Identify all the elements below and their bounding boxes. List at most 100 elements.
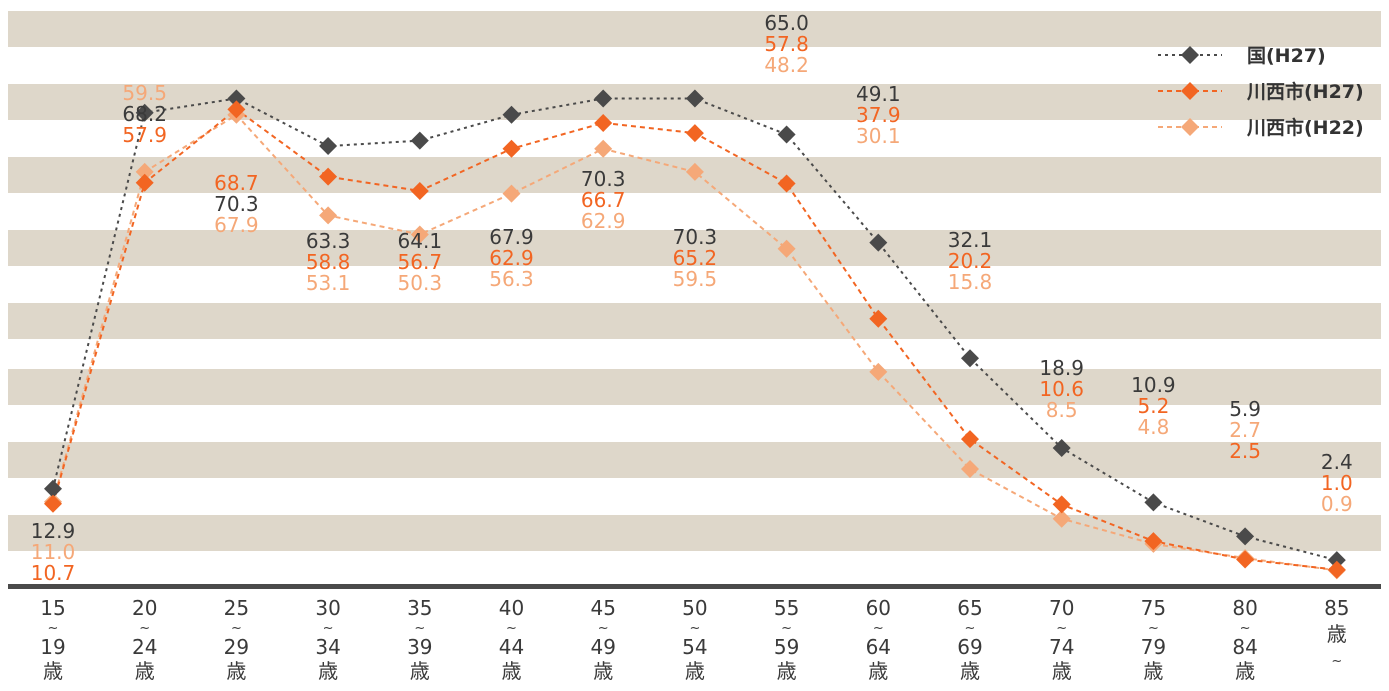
x-tick-label-part: ~ xyxy=(965,621,976,636)
data-label: 56.7 xyxy=(398,250,443,274)
data-label: 64.1 xyxy=(398,229,443,253)
data-label: 59.5 xyxy=(122,81,167,105)
data-point-marker xyxy=(319,137,338,156)
x-tick-label-part: 歳 xyxy=(593,659,613,683)
data-label: 68.2 xyxy=(122,102,167,126)
legend-label: 国(H27) xyxy=(1247,45,1326,67)
data-point-marker xyxy=(869,309,888,328)
data-label-group: 70.366.762.9 xyxy=(581,167,626,233)
x-tick-label: 40~44歳 xyxy=(499,596,524,683)
x-tick-label-part: 20 xyxy=(132,596,157,620)
data-label: 56.3 xyxy=(489,267,534,291)
data-point-marker xyxy=(777,125,796,144)
x-tick-label-part: 歳 xyxy=(502,659,522,683)
x-tick-label-part: 54 xyxy=(682,635,707,659)
data-label: 4.8 xyxy=(1137,415,1169,439)
x-tick-label-part: ~ xyxy=(323,621,334,636)
data-point-marker xyxy=(1052,438,1071,457)
x-tick-label-part: 歳 xyxy=(318,659,338,683)
data-label: 2.5 xyxy=(1229,439,1261,463)
x-tick-label-part: 55 xyxy=(774,596,799,620)
data-label: 37.9 xyxy=(856,103,901,127)
x-tick-label-part: 歳 xyxy=(868,659,888,683)
x-tick-label-part: 25 xyxy=(224,596,249,620)
data-label-group: 67.962.956.3 xyxy=(489,225,534,291)
data-point-marker xyxy=(869,233,888,252)
legend-marker xyxy=(1181,118,1199,136)
background-band xyxy=(8,11,1381,47)
data-point-marker xyxy=(685,162,704,181)
data-label-group: 2.41.00.9 xyxy=(1321,450,1353,516)
x-tick-label-part: 40 xyxy=(499,596,524,620)
data-label: 5.2 xyxy=(1137,394,1169,418)
x-tick-label-part: 75 xyxy=(1141,596,1166,620)
x-tick-label-part: 64 xyxy=(866,635,891,659)
x-tick-label-part: ~ xyxy=(506,621,517,636)
x-tick-label-part: 49 xyxy=(590,635,615,659)
data-point-marker xyxy=(961,349,979,368)
background-band xyxy=(8,442,1381,478)
data-label-group: 63.358.853.1 xyxy=(306,229,351,295)
data-label: 68.7 xyxy=(214,171,259,195)
x-tick-label-part: 74 xyxy=(1049,635,1074,659)
data-label: 70.3 xyxy=(673,225,718,249)
x-tick-label-part: 70 xyxy=(1049,596,1074,620)
x-tick-label-part: 30 xyxy=(315,596,340,620)
legend-marker xyxy=(1181,82,1199,100)
data-point-marker xyxy=(1236,550,1255,569)
data-point-marker xyxy=(685,89,704,108)
x-tick-label-part: 歳 xyxy=(226,659,246,683)
data-point-marker xyxy=(777,239,796,258)
data-label-group: 59.568.257.9 xyxy=(122,81,167,147)
background-band xyxy=(8,303,1381,339)
x-tick-label-part: ~ xyxy=(414,621,425,636)
x-tick-label-part: 45 xyxy=(590,596,615,620)
data-label-group: 70.365.259.5 xyxy=(673,225,718,291)
x-tick-label-part: ~ xyxy=(139,621,150,636)
x-tick-label: 20~24歳 xyxy=(132,596,157,683)
data-label-group: 32.120.215.8 xyxy=(948,228,993,294)
data-point-marker xyxy=(1144,532,1163,551)
x-tick-label-part: 44 xyxy=(499,635,524,659)
legend-item: 川西市(H27) xyxy=(1158,80,1364,103)
data-point-marker xyxy=(961,430,979,449)
x-tick-label-part: 歳 xyxy=(1327,622,1347,646)
data-label: 62.9 xyxy=(489,246,534,270)
x-tick-label: 30~34歳 xyxy=(315,596,340,683)
data-point-marker xyxy=(594,139,613,158)
x-tick-label: 65~69歳 xyxy=(957,596,982,683)
legend-label: 川西市(H22) xyxy=(1246,116,1364,139)
data-label: 50.3 xyxy=(398,271,443,295)
data-point-marker xyxy=(319,206,338,225)
data-label: 67.9 xyxy=(214,213,259,237)
data-point-marker xyxy=(1052,495,1071,514)
data-label: 58.8 xyxy=(306,250,351,274)
legend-item: 国(H27) xyxy=(1158,45,1326,67)
data-point-marker xyxy=(1327,560,1346,579)
x-tick-label-part: ~ xyxy=(48,621,59,636)
data-point-marker xyxy=(227,89,246,108)
data-point-marker xyxy=(502,184,521,203)
data-label-group: 18.910.68.5 xyxy=(1039,356,1084,422)
data-label: 12.9 xyxy=(31,519,76,543)
x-tick-label-part: 60 xyxy=(866,596,891,620)
data-label: 63.3 xyxy=(306,229,351,253)
x-tick-label: 35~39歳 xyxy=(407,596,432,683)
data-label: 67.9 xyxy=(489,225,534,249)
x-tick-label: 75~79歳 xyxy=(1141,596,1166,683)
x-tick-label-part: 84 xyxy=(1232,635,1257,659)
data-label: 65.2 xyxy=(673,246,718,270)
data-label: 59.5 xyxy=(673,267,718,291)
x-tick-label-part: 歳 xyxy=(960,659,980,683)
series-line xyxy=(52,97,1338,562)
data-point-marker xyxy=(410,181,429,200)
x-tick-label-part: 歳 xyxy=(410,659,430,683)
legend-item: 川西市(H22) xyxy=(1158,116,1364,139)
x-tick-label-part: ~ xyxy=(781,621,792,636)
data-point-marker xyxy=(135,173,154,192)
data-label: 10.6 xyxy=(1039,377,1084,401)
data-point-marker xyxy=(319,167,338,186)
x-tick-label-part: ~ xyxy=(873,621,884,636)
x-tick-label-part: 39 xyxy=(407,635,432,659)
